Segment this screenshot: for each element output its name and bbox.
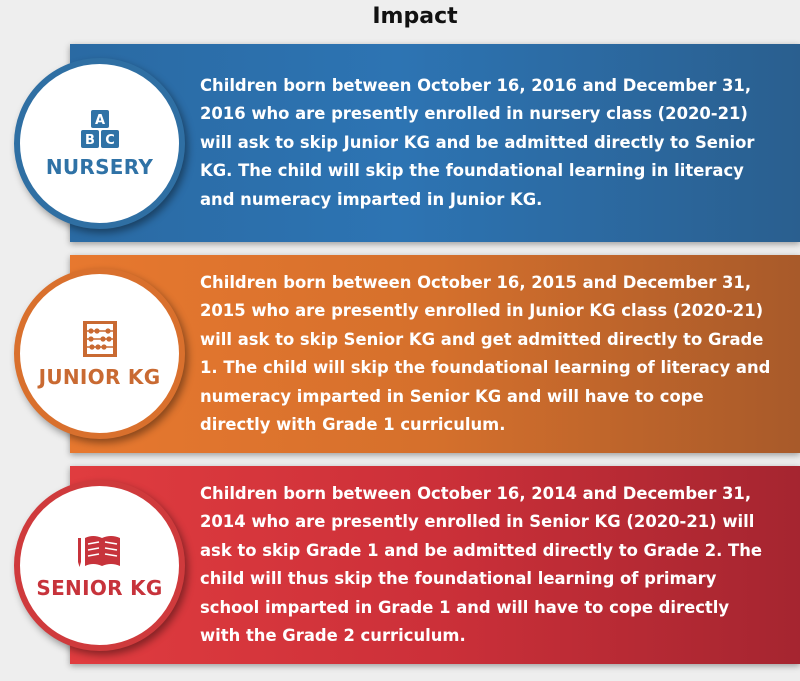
senior-kg-circle: SENIOR KG: [14, 480, 185, 651]
junior-kg-band: Children born between October 16, 2015 a…: [70, 255, 800, 453]
junior-kg-description: Children born between October 16, 2015 a…: [200, 272, 771, 434]
junior-kg-circle: JUNIOR KG: [14, 268, 185, 439]
block-letter-c: C: [105, 133, 115, 148]
page-title: Impact: [372, 4, 458, 29]
nursery-circle: A B C NURSERY: [14, 58, 185, 229]
abc-blocks-icon: A B C: [80, 109, 119, 148]
nursery-label: NURSERY: [45, 154, 154, 179]
block-letter-a: A: [94, 113, 104, 128]
nursery-band: Children born between October 16, 2016 a…: [70, 44, 800, 242]
senior-kg-band: Children born between October 16, 2014 a…: [70, 466, 800, 664]
junior-kg-label: JUNIOR KG: [38, 364, 161, 389]
nursery-description: Children born between October 16, 2016 a…: [200, 75, 755, 209]
book-pencil-icon: [77, 535, 120, 567]
senior-kg-label: SENIOR KG: [36, 575, 163, 600]
abacus-icon: [82, 320, 117, 357]
senior-kg-description: Children born between October 16, 2014 a…: [200, 483, 763, 645]
block-letter-b: B: [85, 133, 95, 148]
